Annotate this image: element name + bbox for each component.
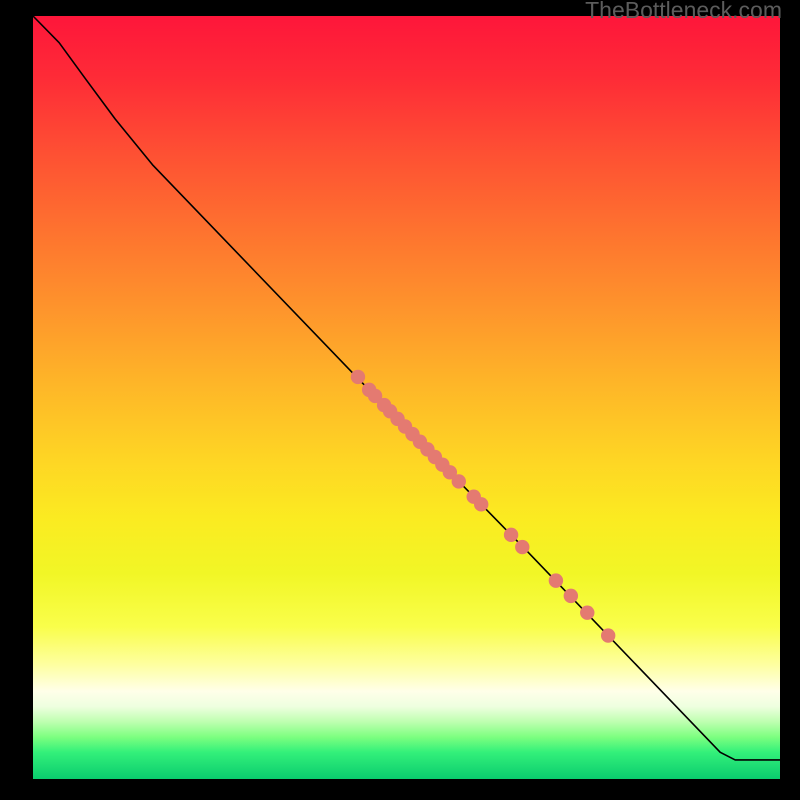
- chart-container: TheBottleneck.com: [0, 0, 800, 800]
- data-marker: [504, 528, 518, 542]
- data-marker: [601, 628, 615, 642]
- data-marker: [580, 605, 594, 619]
- data-marker: [452, 474, 466, 488]
- data-marker: [549, 573, 563, 587]
- data-marker: [515, 540, 529, 554]
- data-marker: [351, 370, 365, 384]
- plot-background: [33, 16, 780, 779]
- watermark-text: TheBottleneck.com: [585, 0, 782, 24]
- chart-svg: [0, 0, 800, 800]
- data-marker: [474, 497, 488, 511]
- data-marker: [564, 589, 578, 603]
